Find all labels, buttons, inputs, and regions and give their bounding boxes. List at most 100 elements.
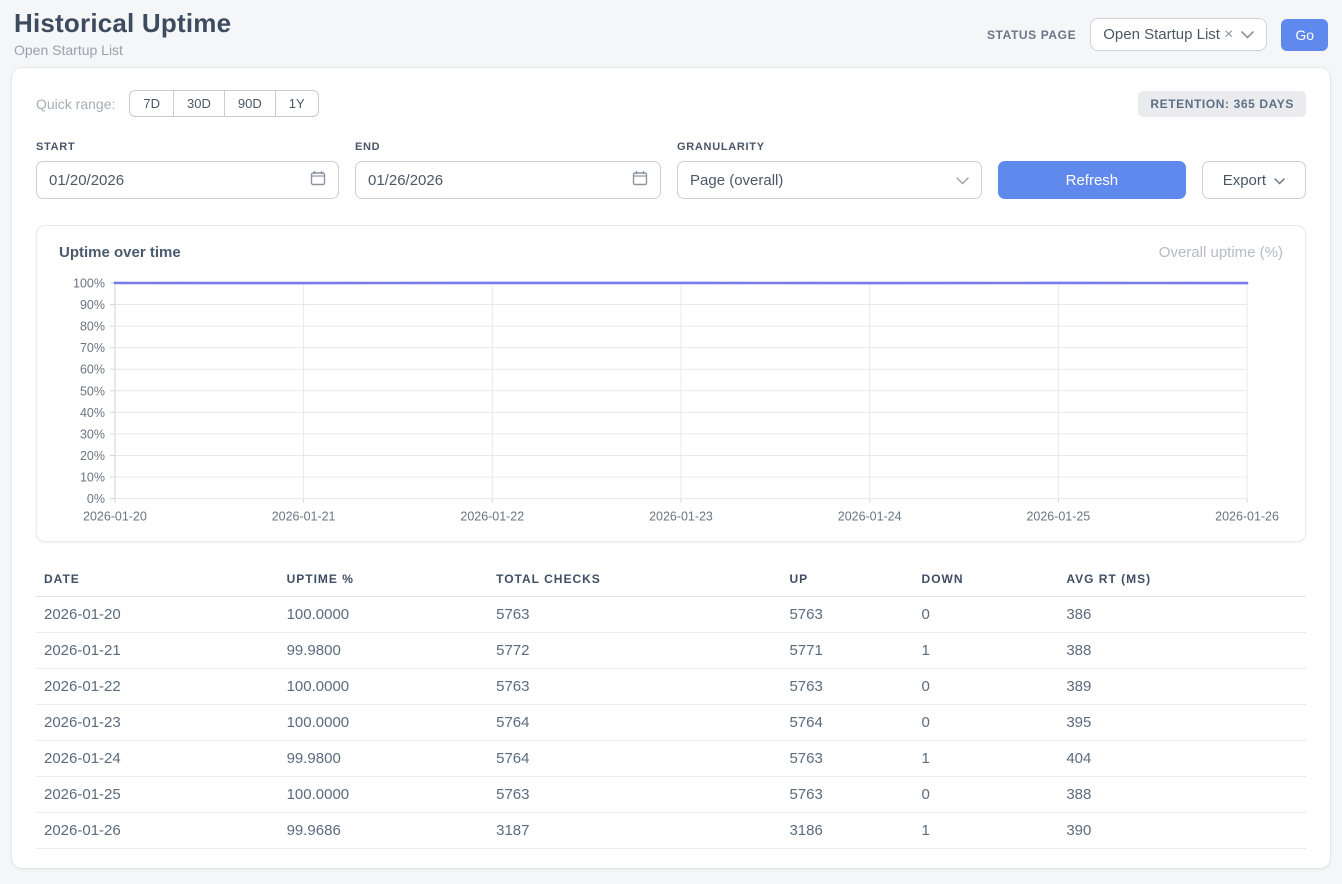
- quick-range-1y-button[interactable]: 1Y: [274, 90, 319, 117]
- table-cell: 0: [913, 596, 1059, 633]
- x-axis-label: 2026-01-25: [1026, 510, 1090, 524]
- table-cell: 100.0000: [278, 704, 489, 741]
- table-cell: 5763: [488, 776, 782, 813]
- export-button[interactable]: Export: [1201, 161, 1306, 199]
- y-axis-label: 20%: [80, 449, 105, 463]
- clear-selection-icon[interactable]: ×: [1223, 25, 1234, 43]
- start-label: START: [36, 141, 76, 153]
- quick-range-label: Quick range:: [36, 95, 116, 112]
- x-axis-label: 2026-01-23: [649, 510, 713, 524]
- table-cell: 389: [1058, 668, 1306, 705]
- status-page-label: STATUS PAGE: [986, 27, 1077, 42]
- title-block: Historical Uptime Open Startup List: [14, 8, 231, 58]
- status-page-select-value: Open Startup List: [1103, 26, 1220, 43]
- table-cell: 5763: [781, 596, 914, 633]
- granularity-select[interactable]: Page (overall): [677, 161, 982, 199]
- table-row: 2026-01-24 99.9800 5764 5763 1 404: [36, 740, 1306, 777]
- refresh-button[interactable]: Refresh: [998, 161, 1186, 199]
- uptime-table: DATE UPTIME % TOTAL CHECKS UP DOWN AVG RT (MS…: [36, 563, 1306, 849]
- table-cell: 99.9800: [278, 740, 489, 777]
- table-cell: 2026-01-26: [36, 812, 279, 849]
- table-cell: 2026-01-24: [36, 740, 279, 777]
- column-header: TOTAL CHECKS: [488, 563, 782, 597]
- y-axis-label: 100%: [73, 276, 105, 290]
- table-header-row: DATE UPTIME % TOTAL CHECKS UP DOWN AVG RT (MS…: [36, 563, 1306, 597]
- start-date-value: 01/20/2026: [49, 171, 125, 189]
- chart-legend: Overall uptime (%): [1158, 244, 1283, 261]
- y-axis-label: 60%: [80, 363, 105, 377]
- table-cell: 386: [1058, 596, 1306, 633]
- table-cell: 2026-01-23: [36, 704, 279, 741]
- quick-range-row: Quick range: 7D 30D 90D 1Y RETENTION: 365 D…: [36, 90, 1306, 117]
- table-row: 2026-01-25 100.0000 5763 5763 0 388: [36, 776, 1306, 813]
- table-cell: 388: [1058, 776, 1306, 813]
- table-cell: 388: [1058, 632, 1306, 669]
- calendar-icon[interactable]: [310, 170, 326, 190]
- x-axis-label: 2026-01-22: [460, 510, 524, 524]
- table-row: 2026-01-26 99.9686 3187 3186 1 390: [36, 812, 1306, 849]
- y-axis-label: 70%: [80, 341, 105, 355]
- status-page-select[interactable]: Open Startup List ×: [1090, 18, 1268, 51]
- x-axis-label: 2026-01-26: [1215, 510, 1279, 524]
- quick-range-30d-button[interactable]: 30D: [173, 90, 225, 117]
- quick-range-left: Quick range: 7D 30D 90D 1Y: [36, 90, 319, 117]
- table-row: 2026-01-21 99.9800 5772 5771 1 388: [36, 632, 1306, 669]
- y-axis-label: 0%: [87, 492, 105, 506]
- table-body: 2026-01-20 100.0000 5763 5763 0 386 2026-01-21…: [36, 596, 1306, 849]
- end-date-value: 01/26/2026: [368, 171, 444, 189]
- quick-range-7d-button[interactable]: 7D: [129, 90, 174, 117]
- table-cell: 2026-01-21: [36, 632, 279, 669]
- granularity-label: GRANULARITY: [677, 141, 765, 153]
- quick-range-group: 7D 30D 90D 1Y: [129, 90, 319, 117]
- table-cell: 5771: [781, 632, 914, 669]
- page-title: Historical Uptime: [14, 8, 232, 38]
- calendar-icon[interactable]: [632, 170, 648, 190]
- column-header: DOWN: [913, 563, 1059, 597]
- topbar-right: STATUS PAGE Open Startup List × Go: [987, 18, 1328, 51]
- granularity-value: Page (overall): [690, 171, 784, 189]
- end-date-input[interactable]: 01/26/2026: [355, 161, 661, 199]
- topbar: Historical Uptime Open Startup List STAT…: [12, 0, 1330, 68]
- table-row: 2026-01-20 100.0000 5763 5763 0 386: [36, 596, 1306, 633]
- table-cell: 100.0000: [278, 776, 489, 813]
- column-header: DATE: [36, 563, 279, 597]
- chevron-down-icon: [956, 172, 969, 189]
- go-button[interactable]: Go: [1281, 18, 1328, 51]
- start-date-input[interactable]: 01/20/2026: [36, 161, 339, 199]
- table-cell: 5764: [488, 704, 782, 741]
- table-cell: 0: [913, 704, 1059, 741]
- table-cell: 100.0000: [278, 596, 489, 633]
- table-cell: 0: [913, 668, 1059, 705]
- x-axis-label: 2026-01-21: [272, 510, 336, 524]
- end-date-field: END 01/26/2026: [355, 141, 661, 199]
- table-cell: 5763: [781, 776, 914, 813]
- quick-range-90d-button[interactable]: 90D: [223, 90, 276, 117]
- main-panel: Quick range: 7D 30D 90D 1Y RETENTION: 365 D…: [12, 68, 1330, 868]
- table-cell: 5772: [488, 632, 782, 669]
- table-cell: 5763: [488, 668, 782, 705]
- table-cell: 395: [1058, 704, 1306, 741]
- chevron-down-icon: [1241, 26, 1255, 43]
- controls-row: START 01/20/2026 END 01/26/2026: [36, 141, 1306, 199]
- table-cell: 5763: [781, 740, 914, 777]
- column-header: UP: [781, 563, 914, 597]
- chart-header: Uptime over time Overall uptime (%): [59, 244, 1283, 261]
- y-axis-label: 50%: [80, 384, 105, 398]
- table-cell: 100.0000: [278, 668, 489, 705]
- end-label: END: [355, 141, 381, 153]
- table-row: 2026-01-22 100.0000 5763 5763 0 389: [36, 668, 1306, 705]
- table-cell: 1: [913, 812, 1059, 849]
- uptime-chart-card: Uptime over time Overall uptime (%) 0% 10…: [36, 225, 1306, 542]
- y-axis-label: 80%: [80, 320, 105, 334]
- y-axis-label: 40%: [80, 406, 105, 420]
- table-cell: 2026-01-20: [36, 596, 279, 633]
- x-axis-label: 2026-01-20: [83, 510, 147, 524]
- table-cell: 390: [1058, 812, 1306, 849]
- table-cell: 99.9800: [278, 632, 489, 669]
- table-cell: 5763: [488, 596, 782, 633]
- table-cell: 1: [913, 632, 1059, 669]
- table-cell: 5764: [781, 704, 914, 741]
- retention-badge: RETENTION: 365 DAYS: [1138, 90, 1306, 117]
- y-axis-label: 90%: [80, 298, 105, 312]
